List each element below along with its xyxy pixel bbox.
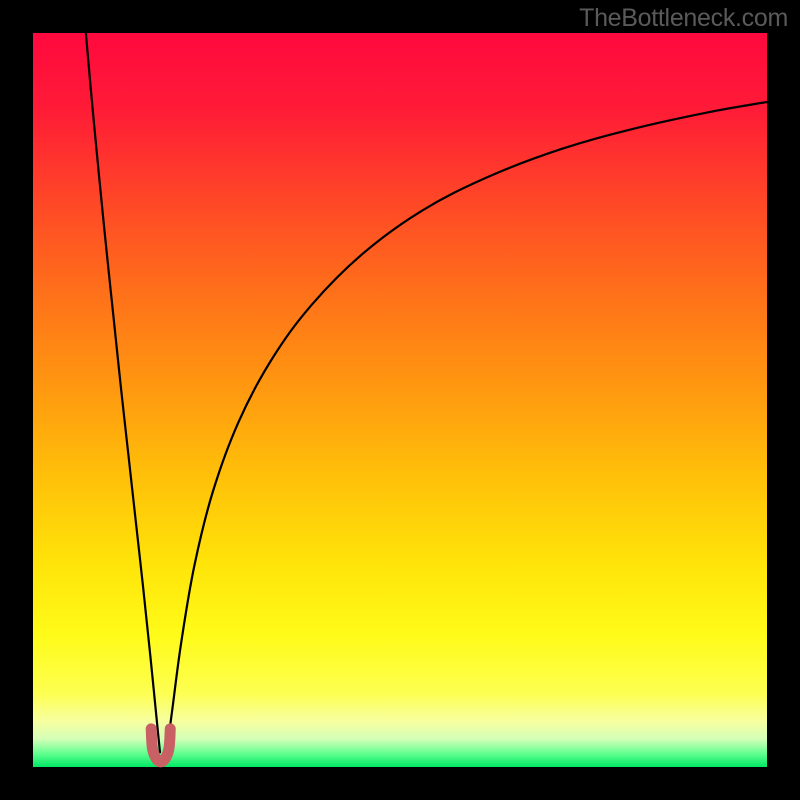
gradient-background — [33, 33, 767, 767]
image-root: TheBottleneck.com — [0, 0, 800, 800]
bottleneck-chart — [0, 0, 800, 800]
watermark-text: TheBottleneck.com — [579, 4, 788, 33]
